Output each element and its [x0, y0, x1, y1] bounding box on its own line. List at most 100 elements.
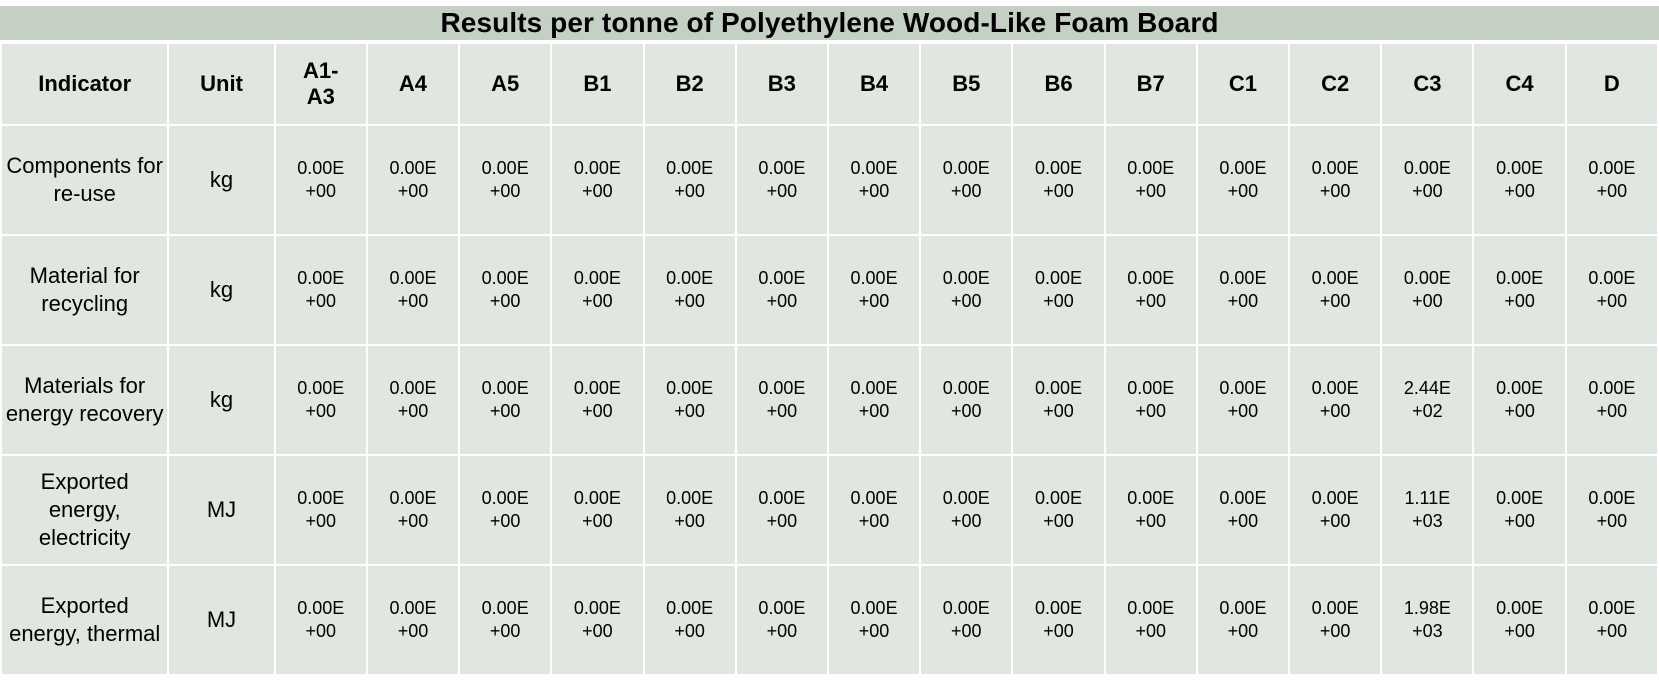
- column-header: A5: [458, 42, 553, 126]
- table-row: Exported energy, thermal MJ 0.00E +00 0.00E +…: [0, 564, 1659, 676]
- value-cell: 0.00E +00: [642, 454, 737, 566]
- value-cell: 0.00E +00: [550, 234, 645, 346]
- value-cell: 0.00E +00: [826, 454, 922, 566]
- value-cell: 0.00E +00: [1472, 124, 1567, 236]
- value-cell: 0.00E +00: [1564, 124, 1659, 236]
- value-cell: 0.00E +00: [1288, 454, 1383, 566]
- column-header: B5: [919, 42, 1014, 126]
- value-cell: 0.00E +00: [1103, 564, 1198, 676]
- value-cell: 0.00E +00: [919, 234, 1014, 346]
- value-cell: 0.00E +00: [273, 454, 368, 566]
- value-cell: 0.00E +00: [826, 564, 922, 676]
- column-header: C1: [1195, 42, 1291, 126]
- value-cell: 0.00E +00: [1472, 344, 1567, 456]
- column-header: C2: [1288, 42, 1383, 126]
- value-cell: 0.00E +00: [1011, 234, 1106, 346]
- value-cell: 0.00E +00: [1103, 344, 1198, 456]
- value-cell: 0.00E +00: [734, 234, 829, 346]
- value-cell: 0.00E +00: [458, 344, 553, 456]
- value-cell: 0.00E +00: [1288, 234, 1383, 346]
- value-cell: 0.00E +00: [550, 344, 645, 456]
- value-cell: 1.11E +03: [1380, 454, 1475, 566]
- value-cell: 0.00E +00: [642, 234, 737, 346]
- unit-cell: MJ: [167, 454, 276, 566]
- value-cell: 0.00E +00: [919, 344, 1014, 456]
- value-cell: 0.00E +00: [1195, 124, 1291, 236]
- table-body: Components for re-use kg 0.00E +00 0.00E +00 0…: [0, 124, 1659, 676]
- column-header: B7: [1103, 42, 1198, 126]
- table-row: Material for recycling kg 0.00E +00 0.00E +00…: [0, 234, 1659, 346]
- column-header: B3: [734, 42, 829, 126]
- results-table: Indicator Unit A1- A3 A4 A5 B1 B2 B3 B4 B5 B6 B7 C1 C…: [0, 42, 1659, 676]
- unit-cell: kg: [167, 124, 276, 236]
- indicator-cell: Exported energy, thermal: [0, 564, 170, 676]
- value-cell: 0.00E +00: [365, 564, 461, 676]
- value-cell: 0.00E +00: [826, 234, 922, 346]
- value-cell: 0.00E +00: [642, 564, 737, 676]
- column-header: B4: [826, 42, 922, 126]
- value-cell: 0.00E +00: [1288, 344, 1383, 456]
- column-header: D: [1564, 42, 1659, 126]
- column-header: A1- A3: [273, 42, 368, 126]
- column-header: Indicator: [0, 42, 170, 126]
- table-title: Results per tonne of Polyethylene Wood-L…: [0, 6, 1659, 40]
- value-cell: 0.00E +00: [273, 234, 368, 346]
- column-header: A4: [365, 42, 461, 126]
- value-cell: 0.00E +00: [365, 234, 461, 346]
- unit-cell: kg: [167, 344, 276, 456]
- column-header: B6: [1011, 42, 1106, 126]
- table-row: Materials for energy recovery kg 0.00E +00 0…: [0, 344, 1659, 456]
- value-cell: 0.00E +00: [1564, 344, 1659, 456]
- value-cell: 0.00E +00: [1564, 454, 1659, 566]
- value-cell: 0.00E +00: [458, 454, 553, 566]
- value-cell: 0.00E +00: [1380, 124, 1475, 236]
- value-cell: 0.00E +00: [826, 344, 922, 456]
- value-cell: 0.00E +00: [550, 124, 645, 236]
- value-cell: 0.00E +00: [919, 564, 1014, 676]
- table-row: Components for re-use kg 0.00E +00 0.00E +00 0…: [0, 124, 1659, 236]
- value-cell: 0.00E +00: [1195, 454, 1291, 566]
- value-cell: 0.00E +00: [1011, 124, 1106, 236]
- value-cell: 0.00E +00: [1564, 234, 1659, 346]
- value-cell: 1.98E +03: [1380, 564, 1475, 676]
- column-header: B1: [550, 42, 645, 126]
- results-table-container: Results per tonne of Polyethylene Wood-L…: [0, 6, 1659, 676]
- value-cell: 0.00E +00: [365, 454, 461, 566]
- value-cell: 0.00E +00: [273, 344, 368, 456]
- value-cell: 0.00E +00: [1011, 564, 1106, 676]
- value-cell: 0.00E +00: [642, 344, 737, 456]
- value-cell: 0.00E +00: [1011, 344, 1106, 456]
- value-cell: 0.00E +00: [1103, 234, 1198, 346]
- value-cell: 0.00E +00: [1195, 234, 1291, 346]
- unit-cell: kg: [167, 234, 276, 346]
- unit-cell: MJ: [167, 564, 276, 676]
- value-cell: 0.00E +00: [273, 564, 368, 676]
- column-header: C4: [1472, 42, 1567, 126]
- indicator-cell: Materials for energy recovery: [0, 344, 170, 456]
- value-cell: 2.44E +02: [1380, 344, 1475, 456]
- value-cell: 0.00E +00: [1472, 234, 1567, 346]
- table-row: Exported energy, electricity MJ 0.00E +00 0.…: [0, 454, 1659, 566]
- indicator-cell: Material for recycling: [0, 234, 170, 346]
- value-cell: 0.00E +00: [826, 124, 922, 236]
- value-cell: 0.00E +00: [734, 454, 829, 566]
- value-cell: 0.00E +00: [1103, 124, 1198, 236]
- value-cell: 0.00E +00: [1288, 124, 1383, 236]
- value-cell: 0.00E +00: [734, 344, 829, 456]
- value-cell: 0.00E +00: [642, 124, 737, 236]
- value-cell: 0.00E +00: [1380, 234, 1475, 346]
- value-cell: 0.00E +00: [1288, 564, 1383, 676]
- value-cell: 0.00E +00: [458, 564, 553, 676]
- value-cell: 0.00E +00: [365, 124, 461, 236]
- value-cell: 0.00E +00: [1564, 564, 1659, 676]
- value-cell: 0.00E +00: [1195, 564, 1291, 676]
- value-cell: 0.00E +00: [550, 454, 645, 566]
- indicator-cell: Components for re-use: [0, 124, 170, 236]
- indicator-cell: Exported energy, electricity: [0, 454, 170, 566]
- value-cell: 0.00E +00: [734, 564, 829, 676]
- value-cell: 0.00E +00: [734, 124, 829, 236]
- value-cell: 0.00E +00: [365, 344, 461, 456]
- value-cell: 0.00E +00: [1195, 344, 1291, 456]
- value-cell: 0.00E +00: [550, 564, 645, 676]
- value-cell: 0.00E +00: [919, 454, 1014, 566]
